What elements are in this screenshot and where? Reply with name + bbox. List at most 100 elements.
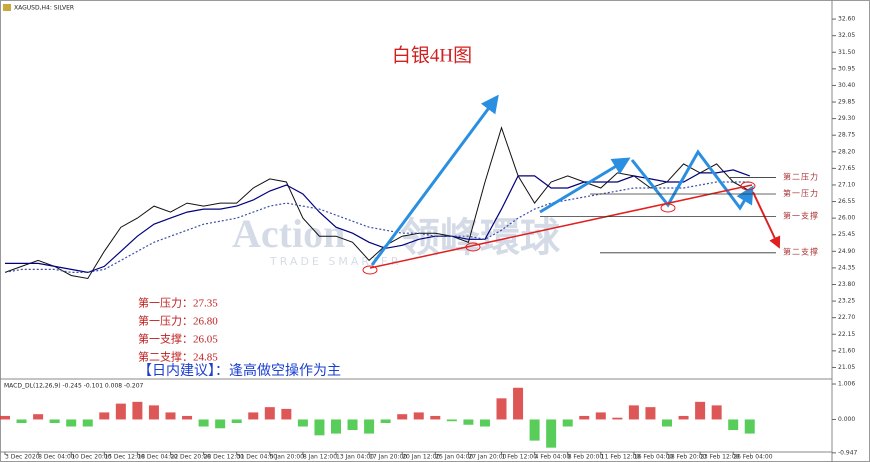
x-tick-label: 1 Feb 12:00: [502, 454, 538, 461]
macd-bar: [413, 412, 424, 420]
macd-bar: [165, 412, 176, 420]
x-tick-label: 4 Feb 04:00: [535, 454, 571, 461]
advice: 【日内建议】：逢高做空操作为主: [138, 362, 341, 379]
y-tick-label: 28.75: [838, 132, 855, 139]
y-tick-label: 30.95: [838, 65, 855, 72]
trend-line: [369, 184, 753, 269]
x-tick-label: 23 Feb 12:00: [700, 454, 740, 461]
note: 第二支撑：24.85: [138, 350, 218, 364]
macd-bar: [628, 405, 639, 420]
macd-bar: [380, 419, 391, 423]
macd-bar: [198, 419, 209, 427]
x-tick-label: 10 Dec 20:00: [71, 454, 112, 461]
level-label: 第二压力: [783, 171, 819, 181]
symbol: XAGUSD,H4: SILVER: [14, 5, 74, 12]
x-tick-label: 16 Feb 04:00: [634, 454, 674, 461]
y-tick-label: 26.55: [838, 198, 855, 205]
macd-bar: [331, 419, 341, 434]
macd-bar: [115, 403, 126, 420]
marker: [362, 265, 378, 275]
x-tick-label: 3 Dec 2020: [5, 454, 40, 461]
macd-bar: [744, 419, 755, 434]
y-tick-label: 29.30: [838, 115, 855, 122]
arrow: [539, 157, 631, 214]
y-tick-label: 29.85: [838, 99, 855, 106]
macd-bar: [264, 407, 275, 420]
marker: [465, 242, 481, 252]
y-tick-label: 22.15: [838, 331, 855, 338]
x-tick-label: 17 Jan 20:00: [369, 454, 407, 461]
watermark: Action 领峰環球 TRADE SMARTER: [232, 211, 561, 268]
macd-bar: [314, 419, 325, 436]
note: 第一支撑：26.05: [138, 332, 218, 346]
macd-bar: [397, 414, 408, 420]
macd-bar: [182, 415, 193, 420]
macd-bar: [430, 415, 441, 420]
watermark-tagline: TRADE SMARTER: [269, 255, 402, 268]
level-label: 第一压力: [783, 188, 819, 198]
y-tick-label: 24.90: [838, 248, 855, 255]
x-tick-label: 8 Dec 04:00: [38, 454, 75, 461]
macd-bar: [496, 398, 507, 420]
macd-label: MACD_DL(12,26,9) -0.245 -0.101 0.008 -0.…: [4, 383, 144, 390]
marker: [740, 181, 756, 191]
macd-bar: [49, 419, 60, 423]
x-tick-label: 20 Jan 12:00: [402, 454, 440, 461]
arrow: [370, 94, 499, 266]
x-tick-label: 18 Dec 04:00: [137, 454, 178, 461]
y-tick-label: 32.05: [838, 32, 855, 39]
note: 第一压力：26.80: [138, 314, 218, 328]
macd-bar: [66, 419, 77, 427]
macd-bar: [728, 419, 739, 431]
series-line: [5, 169, 751, 274]
x-tick-label: 22 Dec 20:00: [171, 454, 212, 461]
x-tick-label: 15 Dec 12:00: [104, 454, 145, 461]
x-tick-label: 11 Feb 12:00: [601, 454, 641, 461]
y-tick-label: 30.40: [838, 82, 855, 89]
x-tick-label: 28 Dec 12:00: [204, 454, 245, 461]
macd-bar: [364, 419, 375, 434]
y-tick-label: 0.000: [838, 416, 855, 423]
y-tick-label: 24.35: [838, 264, 855, 271]
macd-bar: [479, 419, 490, 427]
y-tick-label: 31.50: [838, 49, 855, 56]
macd-bar: [612, 417, 623, 420]
x-tick-label: 26 Feb 04:00: [733, 454, 773, 461]
y-tick-label: 28.20: [838, 148, 855, 155]
macd-bar: [82, 419, 93, 427]
macd-bar: [215, 419, 226, 429]
y-tick-label: 1.006: [838, 381, 855, 388]
macd-bar: [99, 412, 110, 420]
y-tick-label: 22.70: [838, 314, 855, 321]
x-tick-label: 5 Jan 20:00: [270, 454, 304, 461]
macd-bar: [0, 415, 10, 420]
y-tick-label: 23.25: [838, 298, 855, 305]
x-tick-label: 25 Jan 04:00: [435, 454, 473, 461]
zigzag: [630, 149, 754, 211]
series-line: [4, 181, 750, 273]
x-tick-label: 18 Feb 20:00: [667, 454, 707, 461]
macd-bar: [446, 419, 457, 422]
macd-bar: [231, 419, 242, 423]
macd-bar: [33, 414, 44, 420]
symbol-icon: [3, 4, 11, 11]
macd-bar: [281, 408, 292, 420]
macd-bar: [695, 401, 706, 420]
macd-bar: [347, 419, 358, 431]
y-tick-label: 26.00: [838, 215, 855, 222]
x-tick-label: 8 Jan 12:00: [303, 454, 337, 461]
macd-bar: [562, 419, 573, 427]
marker: [660, 203, 676, 213]
x-tick-label: 31 Dec 04:00: [237, 454, 278, 461]
watermark-brand: Action: [232, 211, 345, 256]
macd-bar: [16, 419, 27, 423]
macd-bar: [463, 419, 474, 425]
macd-bar: [297, 419, 308, 427]
macd-bar: [529, 419, 540, 441]
y-tick-label: 27.65: [838, 165, 855, 172]
macd-bar: [595, 412, 606, 420]
level-label: 第二支撑: [783, 247, 819, 257]
macd-bar: [546, 419, 557, 448]
macd-bar: [678, 415, 689, 420]
